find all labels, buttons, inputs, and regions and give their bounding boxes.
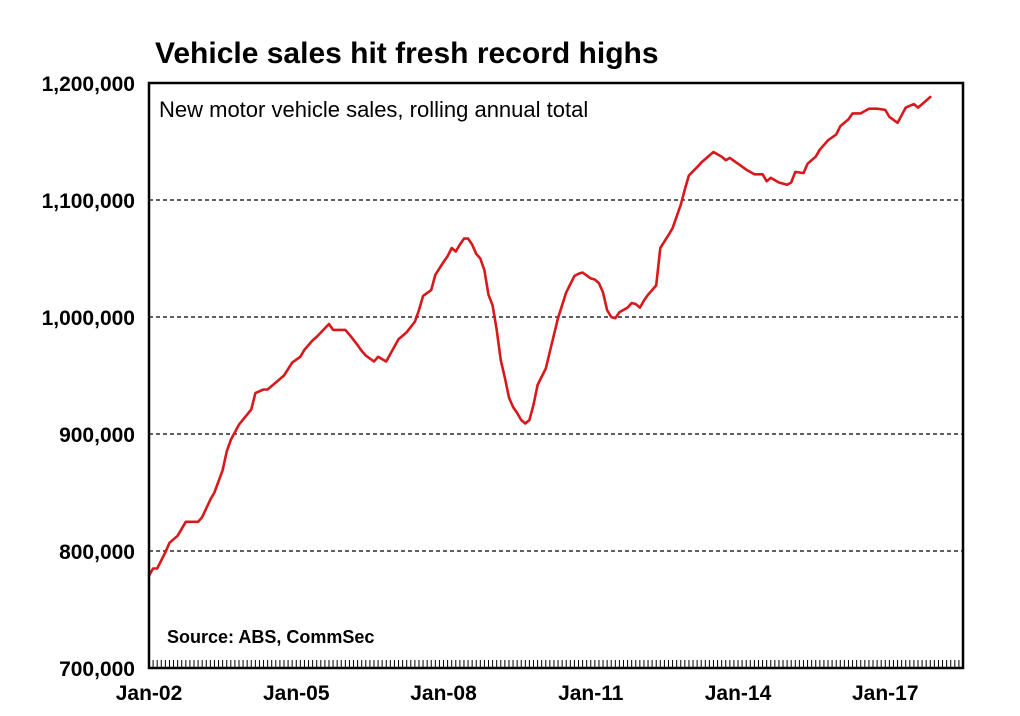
x-tick-label: Jan-08 xyxy=(410,682,477,705)
series-layer xyxy=(147,95,932,577)
y-tick-label: 1,000,000 xyxy=(42,307,135,330)
y-tick-label: 900,000 xyxy=(59,424,135,447)
x-tick-label: Jan-11 xyxy=(558,682,624,705)
y-tick-label: 1,200,000 xyxy=(42,73,135,96)
series-line-0 xyxy=(147,95,932,577)
y-tick-label: 700,000 xyxy=(59,658,135,681)
chart-subtitle: New motor vehicle sales, rolling annual … xyxy=(159,97,588,122)
x-axis-tick-labels: Jan-02 Jan-05 Jan-08 Jan-11 Jan-14 Jan-17 xyxy=(116,682,919,705)
y-axis-tick-labels: 1,200,000 1,100,000 1,000,000 900,000 800,00… xyxy=(42,73,135,681)
x-tick-label: Jan-05 xyxy=(263,682,330,705)
x-tick-label: Jan-17 xyxy=(852,682,919,705)
x-tick-label: Jan-02 xyxy=(116,682,183,705)
y-tick-label: 800,000 xyxy=(59,541,135,564)
x-minor-ticks xyxy=(148,660,964,668)
x-tick-label: Jan-14 xyxy=(705,682,772,705)
chart-title: Vehicle sales hit fresh record highs xyxy=(155,37,659,70)
gridlines xyxy=(149,199,963,552)
source-note: Source: ABS, CommSec xyxy=(167,627,374,647)
plot-frame xyxy=(147,81,965,670)
y-tick-label: 1,100,000 xyxy=(42,190,135,213)
